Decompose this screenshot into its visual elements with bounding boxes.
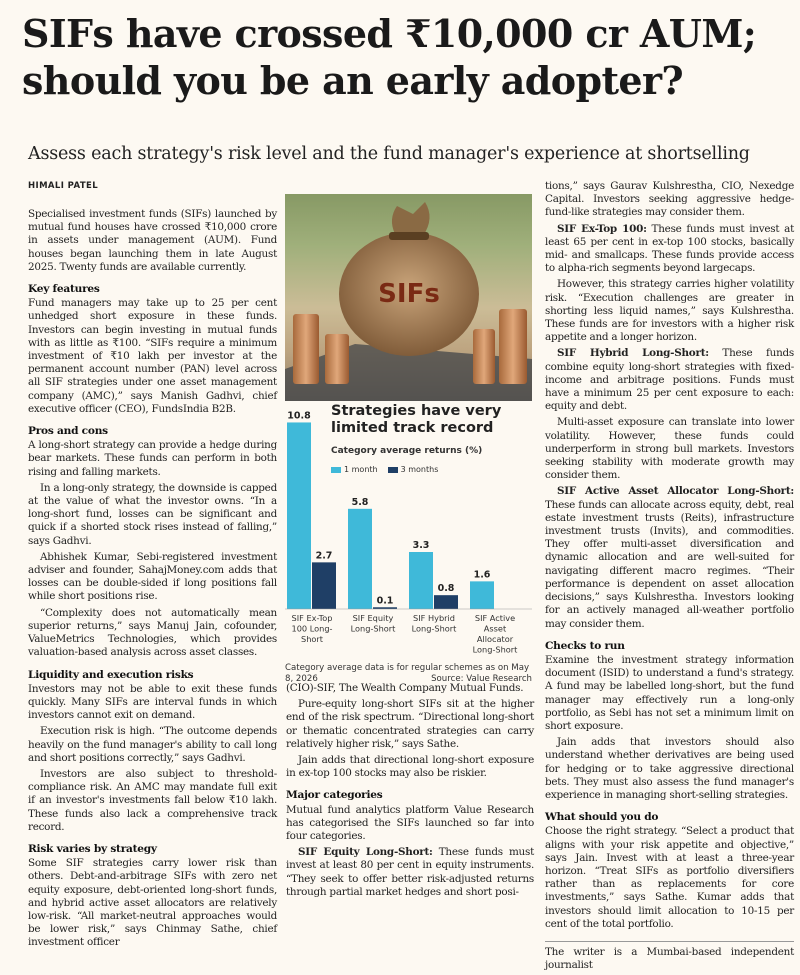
- paragraph: A long-short strategy can provide a hedg…: [28, 439, 277, 478]
- chart-subtitle: Category average returns (%): [331, 446, 483, 456]
- bar-1-month: [470, 581, 494, 609]
- byline: HIMALI PATEL: [28, 181, 99, 191]
- category-label: SIF Hybrid: [413, 613, 455, 623]
- paragraph: SIF Hybrid Long-Short: These funds combi…: [545, 347, 794, 413]
- paragraph: tions,” says Gaurav Kulshrestha, CIO, Ne…: [545, 180, 794, 219]
- chart-source: Source: Value Research: [431, 674, 532, 684]
- paragraph: (CIO)-SIF, The Wealth Company Mutual Fun…: [286, 682, 524, 694]
- category-label: Short: [301, 634, 324, 644]
- heading-risk: Risk varies by strategy: [28, 842, 157, 855]
- headline: SIFs have crossed ₹10,000 cr AUM; should…: [22, 10, 792, 104]
- category-label: SIF Ex-Top: [292, 613, 333, 623]
- intro-paragraph: Specialised investment funds (SIFs) laun…: [28, 208, 277, 273]
- author-footer: The writer is a Mumbai-based independent…: [545, 940, 794, 972]
- category-label: Long-Short: [473, 645, 519, 655]
- data-label: 0.8: [438, 583, 455, 594]
- bar-1-month: [348, 508, 372, 609]
- legend-item-1-month: 1 month: [331, 465, 378, 474]
- paragraph: Jain adds that investors should also und…: [545, 736, 794, 801]
- heading-liquidity: Liquidity and execution risks: [28, 668, 194, 681]
- category-label: SIF Active: [475, 613, 515, 623]
- heading-key-features: Key features: [28, 283, 100, 296]
- paragraph: Pure-equity long-short SIFs sit at the h…: [286, 698, 534, 750]
- heading-what-to-do: What should you do: [545, 811, 659, 824]
- paragraph: Jain adds that directional long-short ex…: [286, 754, 534, 780]
- headline-line-2: should you be an early adopter?: [22, 58, 684, 103]
- paragraph: SIF Ex-Top 100: These funds must invest …: [545, 222, 794, 275]
- paragraph: SIF Active Asset Allocator Long-Short: T…: [545, 485, 794, 630]
- paragraph: Abhishek Kumar, Sebi-registered investme…: [28, 550, 277, 603]
- money-bag-image: SIFs: [285, 194, 532, 401]
- chart-note-text: Category average data is for regular sch…: [285, 663, 530, 684]
- category-label: Long-Short: [412, 624, 458, 634]
- paragraph: Investors are also subject to threshold-…: [28, 767, 277, 833]
- paragraph: However, this strategy carries higher vo…: [545, 278, 794, 344]
- paragraph: SIF Equity Long-Short: These funds must …: [286, 846, 534, 898]
- paragraph: In a long-only strategy, the downside is…: [28, 481, 277, 547]
- data-label: 1.6: [474, 569, 491, 580]
- headline-line-1: SIFs have crossed ₹10,000 cr AUM;: [22, 11, 757, 56]
- category-label: Long-Short: [351, 624, 397, 634]
- category-label: 100 Long-: [292, 624, 333, 634]
- heading-major-categories: Major categories: [286, 789, 383, 802]
- paragraph: Choose the right strategy. “Select a pro…: [545, 825, 794, 930]
- bar-3-months: [434, 595, 458, 609]
- bar-3-months: [312, 562, 336, 609]
- paragraph: Fund managers may take up to 25 per cent…: [28, 297, 277, 415]
- heading-pros-cons: Pros and cons: [28, 425, 108, 438]
- data-label: 10.8: [287, 410, 311, 421]
- column-2: (CIO)-SIF, The Wealth Company Mutual Fun…: [286, 682, 534, 902]
- bar-3-months: [373, 607, 397, 609]
- heading-checks: Checks to run: [545, 639, 625, 652]
- category-label: Asset: [484, 624, 507, 634]
- paragraph: Execution risk is high. “The outcome dep…: [28, 725, 277, 764]
- bar-1-month: [409, 552, 433, 609]
- deck: Assess each strategy's risk level and th…: [28, 144, 750, 164]
- returns-chart: 10.8 2.7 SIF Ex-Top 100 Long- Short 5.8 0.1 SIF…: [285, 401, 532, 661]
- data-label: 2.7: [316, 550, 333, 561]
- chart-note: Category average data is for regular sch…: [285, 663, 532, 685]
- category-label: SIF Equity: [353, 613, 394, 623]
- paragraph: “Complexity does not automatically mean …: [28, 606, 277, 659]
- legend-item-3-months: 3 months: [387, 465, 438, 474]
- bag-label: SIFs: [378, 279, 440, 309]
- chart-legend: 1 month 3 months: [331, 465, 438, 474]
- data-label: 3.3: [413, 540, 430, 551]
- category-label: Allocator: [477, 634, 514, 644]
- bar-1-month: [287, 422, 311, 609]
- column-1: Specialised investment funds (SIFs) laun…: [28, 208, 277, 953]
- paragraph: Some SIF strategies carry lower risk tha…: [28, 857, 277, 949]
- column-3: tions,” says Gaurav Kulshrestha, CIO, Ne…: [545, 180, 794, 975]
- paragraph: Examine the investment strategy informat…: [545, 653, 794, 732]
- data-label: 5.8: [352, 497, 369, 508]
- paragraph: Mutual fund analytics platform Value Res…: [286, 803, 534, 843]
- paragraph: Investors may not be able to exit these …: [28, 682, 277, 722]
- chart-title: Strategies have very limited track recor…: [331, 403, 502, 436]
- paragraph: Multi-asset exposure can translate into …: [545, 416, 794, 482]
- data-label: 0.1: [377, 595, 394, 606]
